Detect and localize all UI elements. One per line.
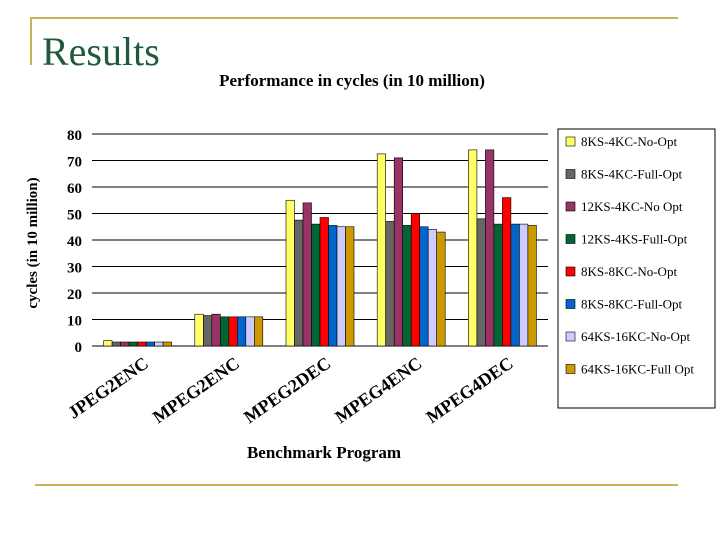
y-tick-labels: 0 10 20 30 40 50 60 70 80 bbox=[67, 128, 82, 356]
bar bbox=[393, 157, 404, 347]
bar bbox=[285, 199, 295, 347]
bar bbox=[385, 221, 395, 347]
bar bbox=[476, 218, 486, 347]
bar bbox=[211, 313, 221, 347]
y-tick-label: 80 bbox=[67, 128, 82, 144]
bar bbox=[328, 225, 338, 347]
bar bbox=[254, 316, 264, 347]
bar bbox=[154, 341, 164, 347]
x-tick-label: MPEG2ENC bbox=[149, 353, 243, 427]
bar bbox=[436, 231, 446, 347]
bar bbox=[376, 153, 387, 347]
legend-swatch bbox=[565, 136, 576, 147]
y-tick-label: 50 bbox=[67, 208, 82, 224]
legend-label: 8KS-8KC-Full-Opt bbox=[581, 297, 683, 312]
y-tick-label: 60 bbox=[67, 181, 82, 197]
y-tick-label: 30 bbox=[67, 261, 82, 277]
bar bbox=[410, 213, 421, 347]
x-axis-label: Benchmark Program bbox=[247, 443, 401, 462]
x-tick-label: MPEG4DEC bbox=[422, 353, 516, 427]
left-rule bbox=[30, 17, 32, 65]
legend-label: 12KS-4KS-Full-Opt bbox=[581, 232, 688, 247]
legend-label: 12KS-4KC-No Opt bbox=[581, 199, 683, 214]
bar bbox=[502, 197, 512, 347]
bar bbox=[336, 226, 346, 347]
legend-swatch bbox=[565, 169, 576, 179]
bar bbox=[137, 341, 147, 347]
bar bbox=[145, 341, 155, 347]
bar bbox=[510, 223, 520, 347]
legend-swatch bbox=[565, 201, 576, 212]
y-axis-label: cycles (in 10 million) bbox=[25, 177, 41, 308]
legend-label: 8KS-4KC-No-Opt bbox=[581, 134, 677, 149]
y-tick-label: 40 bbox=[67, 234, 82, 250]
bar bbox=[203, 315, 213, 347]
x-tick-label: MPEG4ENC bbox=[331, 353, 425, 427]
bar bbox=[294, 219, 304, 347]
x-tick-label: JPEG2ENC bbox=[64, 353, 152, 423]
y-tick-label: 10 bbox=[67, 314, 82, 330]
x-tick-label: MPEG2DEC bbox=[240, 353, 334, 427]
bar bbox=[519, 223, 529, 347]
slide-title: Results bbox=[42, 29, 160, 74]
bar bbox=[485, 149, 495, 347]
legend-label: 8KS-4KC-Full-Opt bbox=[581, 167, 683, 182]
bar bbox=[493, 223, 503, 347]
legend-swatch bbox=[565, 364, 576, 374]
chart-title: Performance in cycles (in 10 million) bbox=[219, 71, 485, 90]
bar bbox=[111, 341, 121, 347]
legend-box bbox=[557, 128, 716, 409]
y-tick-label: 20 bbox=[67, 287, 82, 303]
top-rule bbox=[30, 17, 678, 19]
bar bbox=[527, 225, 537, 347]
bar bbox=[319, 217, 329, 347]
bottom-rule bbox=[35, 484, 678, 486]
bar bbox=[220, 316, 230, 347]
bar bbox=[228, 316, 238, 347]
bar bbox=[120, 341, 130, 347]
bar bbox=[162, 341, 172, 347]
legend-label: 64KS-16KC-No-Opt bbox=[581, 329, 690, 344]
legend-label: 64KS-16KC-Full Opt bbox=[581, 362, 694, 377]
y-tick-label: 0 bbox=[75, 340, 83, 356]
bar bbox=[103, 340, 113, 347]
legend: 8KS-4KC-No-Opt 8KS-4KC-Full-Opt 12KS-4KC-N… bbox=[557, 128, 716, 409]
bar bbox=[245, 316, 255, 347]
legend-swatch bbox=[565, 266, 576, 277]
legend-swatch bbox=[565, 299, 576, 309]
bar bbox=[419, 226, 429, 347]
bar bbox=[345, 226, 355, 347]
bar bbox=[311, 223, 321, 347]
bar bbox=[402, 225, 412, 347]
legend-label: 8KS-8KC-No-Opt bbox=[581, 264, 677, 279]
legend-swatch bbox=[565, 331, 576, 342]
bar bbox=[128, 341, 138, 347]
bar bbox=[237, 316, 247, 347]
bar bbox=[468, 149, 478, 347]
legend-swatch bbox=[565, 234, 576, 244]
bar bbox=[427, 229, 438, 347]
bar-layer bbox=[103, 149, 537, 347]
bar bbox=[302, 202, 312, 347]
bar bbox=[194, 313, 204, 347]
y-tick-label: 70 bbox=[67, 155, 82, 171]
